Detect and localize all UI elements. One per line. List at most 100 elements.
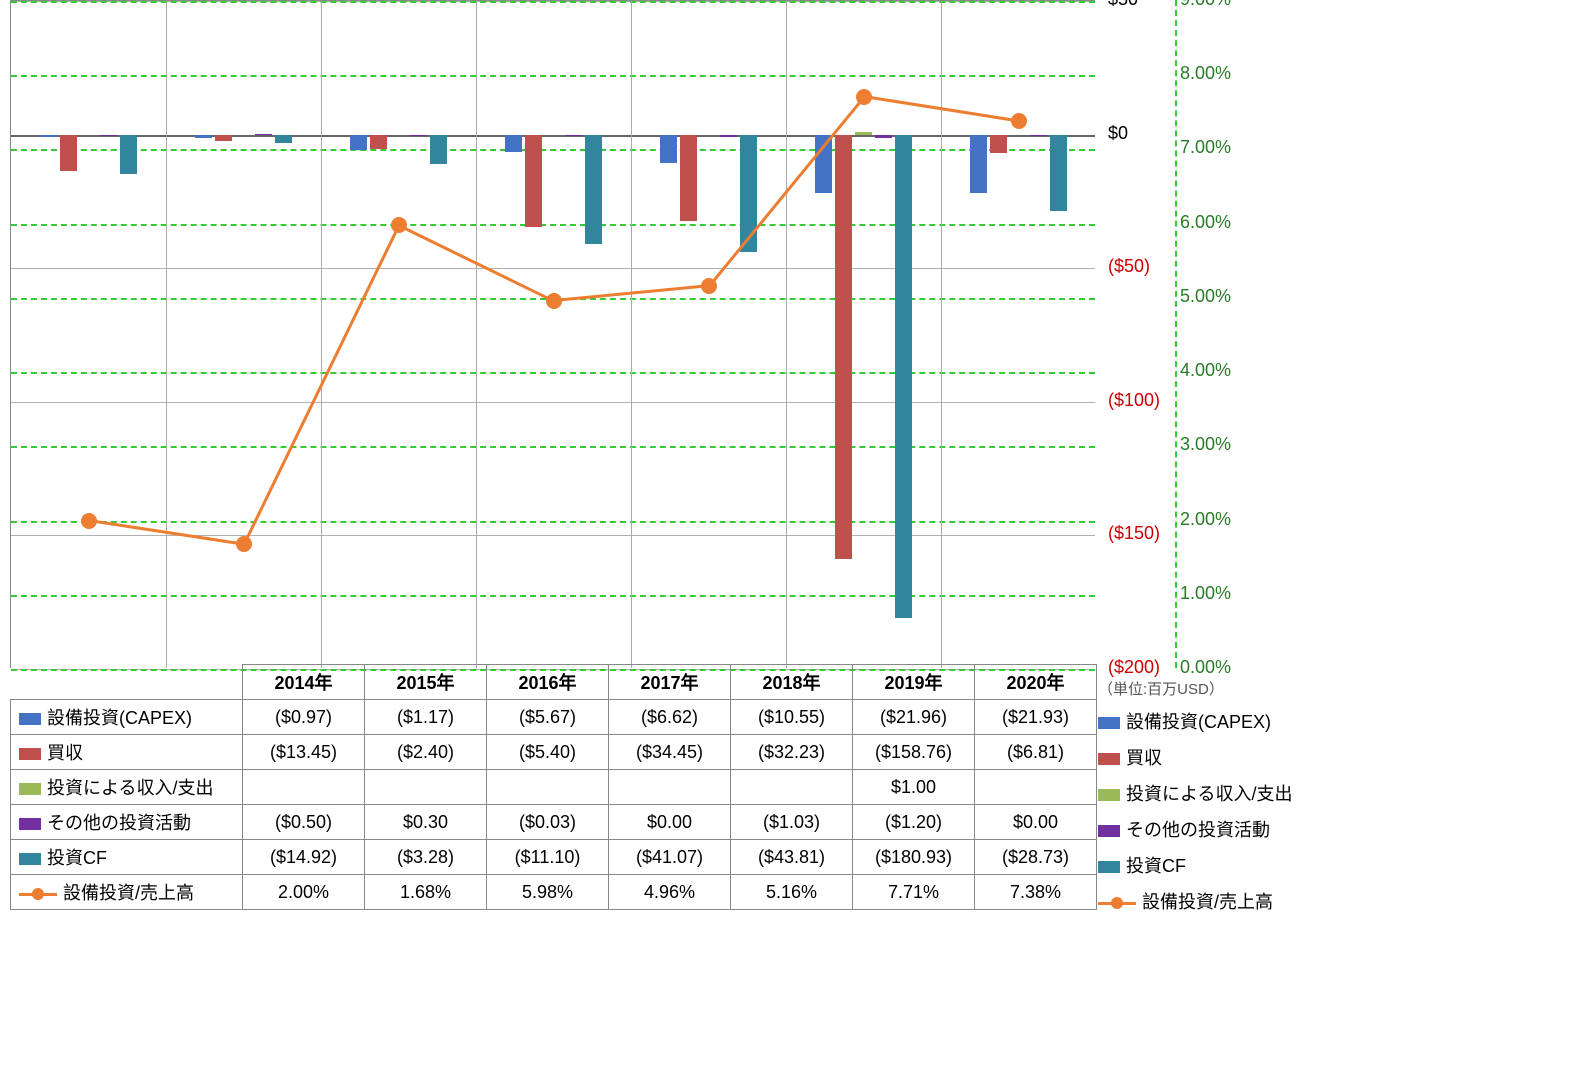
table-cell: ($34.45): [609, 735, 731, 770]
table-cell: ($21.93): [975, 700, 1097, 735]
bar-other: [875, 135, 892, 138]
y2-tick-label: 8.00%: [1180, 63, 1245, 84]
table-cell: 5.98%: [487, 875, 609, 910]
table-row-header: 投資CF: [11, 840, 243, 875]
table-col-header: 2016年: [487, 665, 609, 700]
table-col-header: 2020年: [975, 665, 1097, 700]
ratio-marker: [391, 217, 407, 233]
table-cell: ($0.03): [487, 805, 609, 840]
y1-tick-label: $0: [1108, 123, 1168, 144]
table-cell: ($28.73): [975, 840, 1097, 875]
bar-invcf: [585, 135, 602, 245]
table-col-header: 2015年: [365, 665, 487, 700]
table-cell: ($3.28): [365, 840, 487, 875]
chart-container: $50$0($50)($100)($150)($200) 9.00%8.00%7…: [0, 0, 1587, 1071]
table-cell: ($1.17): [365, 700, 487, 735]
chart-plot-area: [10, 0, 1095, 668]
y1-tick-label: ($100): [1108, 390, 1168, 411]
ratio-marker: [236, 536, 252, 552]
table-cell: ($0.97): [243, 700, 365, 735]
table-cell: ($0.50): [243, 805, 365, 840]
table-cell: ($5.67): [487, 700, 609, 735]
table-cell: [731, 770, 853, 805]
table-row: 投資による収入/支出 $1.00: [11, 770, 1097, 805]
table-row: その他の投資活動($0.50)$0.30($0.03)$0.00($1.03)(…: [11, 805, 1097, 840]
table-cell: 7.71%: [853, 875, 975, 910]
y2-tick-label: 1.00%: [1180, 583, 1245, 604]
table-cell: 2.00%: [243, 875, 365, 910]
legend-item: 投資CF: [1098, 852, 1292, 878]
table-col-header: 2014年: [243, 665, 365, 700]
legend-item: 設備投資(CAPEX): [1098, 708, 1292, 734]
legend-item: 買収: [1098, 744, 1292, 770]
bar-ma: [370, 135, 387, 149]
table-row-header: 投資による収入/支出: [11, 770, 243, 805]
bar-other: [255, 134, 272, 135]
y2-tick-label: 9.00%: [1180, 0, 1245, 10]
table-cell: ($158.76): [853, 735, 975, 770]
table-cell: 7.38%: [975, 875, 1097, 910]
table-cell: ($32.23): [731, 735, 853, 770]
table-row: 投資CF($14.92)($3.28)($11.10)($41.07)($43.…: [11, 840, 1097, 875]
table-cell: ($6.81): [975, 735, 1097, 770]
bar-ma: [835, 135, 852, 559]
table-cell: ($2.40): [365, 735, 487, 770]
table-row-header: 設備投資/売上高: [11, 875, 243, 910]
table-cell: ($41.07): [609, 840, 731, 875]
table-cell: ($1.03): [731, 805, 853, 840]
table-row: 買収($13.45)($2.40)($5.40)($34.45)($32.23)…: [11, 735, 1097, 770]
ratio-marker: [1011, 113, 1027, 129]
table-cell: 1.68%: [365, 875, 487, 910]
secondary-y-axis-line: [1175, 0, 1177, 668]
table-cell: $0.00: [609, 805, 731, 840]
bar-other: [720, 135, 737, 138]
table-cell: ($180.93): [853, 840, 975, 875]
bar-ma: [990, 135, 1007, 153]
bar-invcf: [120, 135, 137, 175]
table-cell: [243, 770, 365, 805]
table-col-header: 2018年: [731, 665, 853, 700]
bar-capex: [660, 135, 677, 163]
y2-tick-label: 5.00%: [1180, 286, 1245, 307]
bar-capex: [40, 135, 57, 138]
legend-item: 投資による収入/支出: [1098, 780, 1292, 806]
ratio-marker: [856, 89, 872, 105]
table-row: 設備投資/売上高2.00%1.68%5.98%4.96%5.16%7.71%7.…: [11, 875, 1097, 910]
table-row: 設備投資(CAPEX)($0.97)($1.17)($5.67)($6.62)(…: [11, 700, 1097, 735]
bar-capex: [195, 135, 212, 138]
table-cell: ($10.55): [731, 700, 853, 735]
unit-note: （単位:百万USD）: [1098, 678, 1224, 699]
table-cell: 5.16%: [731, 875, 853, 910]
y2-tick-label: 7.00%: [1180, 137, 1245, 158]
table-cell: [609, 770, 731, 805]
table-cell: ($14.92): [243, 840, 365, 875]
y2-tick-label: 3.00%: [1180, 434, 1245, 455]
table-cell: ($43.81): [731, 840, 853, 875]
table-cell: ($6.62): [609, 700, 731, 735]
bar-ma: [525, 135, 542, 227]
y2-tick-label: 0.00%: [1180, 657, 1245, 678]
table-row-header: 買収: [11, 735, 243, 770]
bar-invcf: [1050, 135, 1067, 212]
ratio-marker: [546, 293, 562, 309]
bar-invcf: [895, 135, 912, 618]
bar-capex: [505, 135, 522, 153]
data-table: 2014年2015年2016年2017年2018年2019年2020年設備投資(…: [10, 664, 1097, 910]
y2-tick-label: 4.00%: [1180, 360, 1245, 381]
table-cell: $1.00: [853, 770, 975, 805]
y1-tick-label: ($150): [1108, 523, 1168, 544]
table-cell: 4.96%: [609, 875, 731, 910]
bar-ma: [680, 135, 697, 221]
bar-capex: [970, 135, 987, 194]
table-cell: ($13.45): [243, 735, 365, 770]
table-cell: ($11.10): [487, 840, 609, 875]
bar-other: [565, 135, 582, 136]
bar-capex: [350, 135, 367, 150]
y1-tick-label: ($200): [1108, 657, 1168, 678]
table-cell: $0.30: [365, 805, 487, 840]
table-col-header: 2017年: [609, 665, 731, 700]
table-header-row: 2014年2015年2016年2017年2018年2019年2020年: [11, 665, 1097, 700]
table-cell: $0.00: [975, 805, 1097, 840]
table-cell: ($1.20): [853, 805, 975, 840]
legend: 設備投資(CAPEX)買収投資による収入/支出その他の投資活動投資CF設備投資/…: [1098, 708, 1292, 924]
